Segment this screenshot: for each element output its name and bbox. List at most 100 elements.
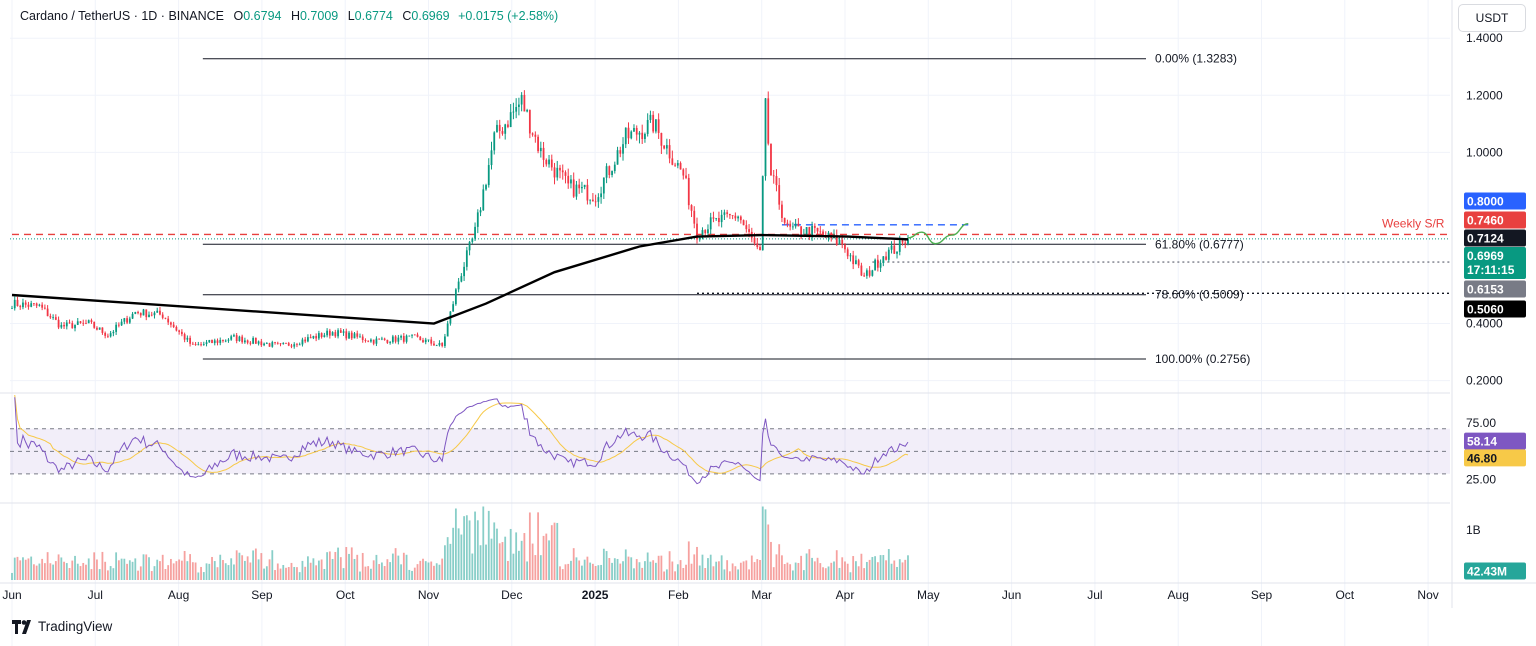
volume-bar — [164, 569, 167, 580]
volume-bar — [813, 561, 816, 580]
volume-bar — [137, 570, 139, 580]
price-tick-label: 1.0000 — [1466, 145, 1503, 159]
candle-body — [641, 132, 644, 139]
volume-bar — [446, 537, 449, 580]
volume-bar — [482, 506, 485, 580]
volume-bar — [290, 562, 293, 580]
candle-body — [11, 308, 13, 310]
volume-bar — [835, 550, 838, 580]
volume-bar — [874, 556, 876, 580]
volume-bar — [287, 567, 290, 580]
volume-bar — [238, 552, 241, 580]
candle-body — [567, 175, 570, 184]
candle-body — [600, 193, 602, 198]
volume-bar — [660, 555, 663, 580]
currency-selector[interactable]: USDT — [1458, 4, 1526, 32]
candle-body — [211, 340, 213, 344]
volume-bar — [485, 544, 487, 580]
candle-body — [372, 339, 375, 344]
volume-bar — [819, 563, 822, 580]
candle-body — [531, 133, 534, 135]
time-tick-label: Sep — [251, 588, 273, 602]
chart-header: Cardano / TetherUS · 1D · BINANCE O0.679… — [20, 9, 558, 23]
volume-bar — [441, 558, 444, 580]
volume-bar — [244, 560, 246, 580]
candle-body — [759, 247, 761, 251]
candle-body — [13, 299, 16, 309]
candle-body — [805, 227, 808, 235]
candle-body — [786, 222, 789, 224]
volume-bar — [865, 561, 868, 580]
volume-bar — [254, 548, 257, 580]
volume-bar — [490, 538, 493, 580]
candle-body — [890, 245, 893, 250]
candle-body — [208, 340, 211, 343]
candle-body — [512, 111, 515, 113]
candle-body — [781, 204, 783, 218]
volume-bar — [723, 569, 726, 580]
candle-body — [770, 143, 772, 176]
candle-body — [635, 127, 638, 135]
volume-bar — [756, 559, 759, 580]
candle-body — [189, 337, 191, 344]
candle-body — [402, 336, 405, 342]
candle-body — [148, 314, 150, 318]
candle-body — [367, 340, 370, 342]
candle-body — [452, 304, 455, 312]
volume-bar — [68, 568, 71, 580]
price-candles — [11, 90, 909, 349]
volume-bar — [649, 561, 652, 580]
price-tag-0.6153: 0.6153 — [1464, 280, 1526, 298]
candle-body — [898, 240, 901, 252]
volume-bar — [792, 570, 794, 580]
volume-bar — [219, 554, 222, 580]
volume-bar — [896, 566, 898, 580]
symbol-title[interactable]: Cardano / TetherUS · 1D · BINANCE — [20, 9, 225, 23]
candle-body — [197, 344, 200, 346]
tradingview-logo[interactable]: TradingView — [12, 619, 112, 634]
candle-body — [446, 323, 449, 337]
candle-body — [356, 333, 359, 337]
volume-bar — [342, 568, 345, 580]
candle-body — [476, 212, 479, 227]
time-tick-label: Aug — [1168, 588, 1189, 602]
candle-body — [487, 165, 490, 186]
candle-body — [709, 217, 712, 230]
candle-body — [370, 339, 372, 342]
candle-body — [655, 119, 657, 132]
volume-bar — [364, 566, 367, 580]
volume-bar — [739, 562, 742, 580]
candle-body — [161, 314, 164, 318]
candle-body — [526, 110, 529, 112]
candle-body — [22, 302, 24, 308]
volume-bar — [457, 528, 460, 580]
candle-body — [145, 309, 148, 318]
price-axis[interactable]: 1.4000 1.2000 1.0000 0.4000 0.2000 75.00 25.00… — [1466, 31, 1503, 537]
volume-bar — [246, 556, 249, 580]
candle-body — [490, 150, 493, 166]
volume-bar — [646, 552, 649, 580]
volume-bar — [879, 555, 882, 580]
candle-body — [317, 333, 320, 339]
volume-bar — [419, 560, 422, 580]
volume-bar — [57, 554, 60, 580]
price-tag-0.7124: 0.7124 — [1464, 229, 1526, 247]
volume-bar — [427, 562, 430, 580]
volume-bar — [589, 562, 592, 580]
time-tick-label: Jun — [1002, 588, 1021, 602]
candle-body — [698, 237, 701, 240]
candle-body — [501, 131, 504, 134]
volume-bar — [523, 533, 526, 580]
time-axis[interactable]: Jun Jul Aug Sep Oct Nov Dec 2025 Feb Mar Apr May Jun… — [2, 588, 1438, 602]
candle-body — [471, 238, 474, 242]
candle-body — [227, 339, 230, 341]
candle-body — [550, 159, 553, 168]
candle-body — [630, 131, 633, 139]
candle-body — [737, 216, 739, 219]
candle-body — [583, 184, 586, 187]
volume-bar — [775, 554, 778, 580]
candle-body — [117, 324, 120, 326]
volume-bar — [509, 528, 512, 580]
time-tick-label: May — [917, 588, 940, 602]
